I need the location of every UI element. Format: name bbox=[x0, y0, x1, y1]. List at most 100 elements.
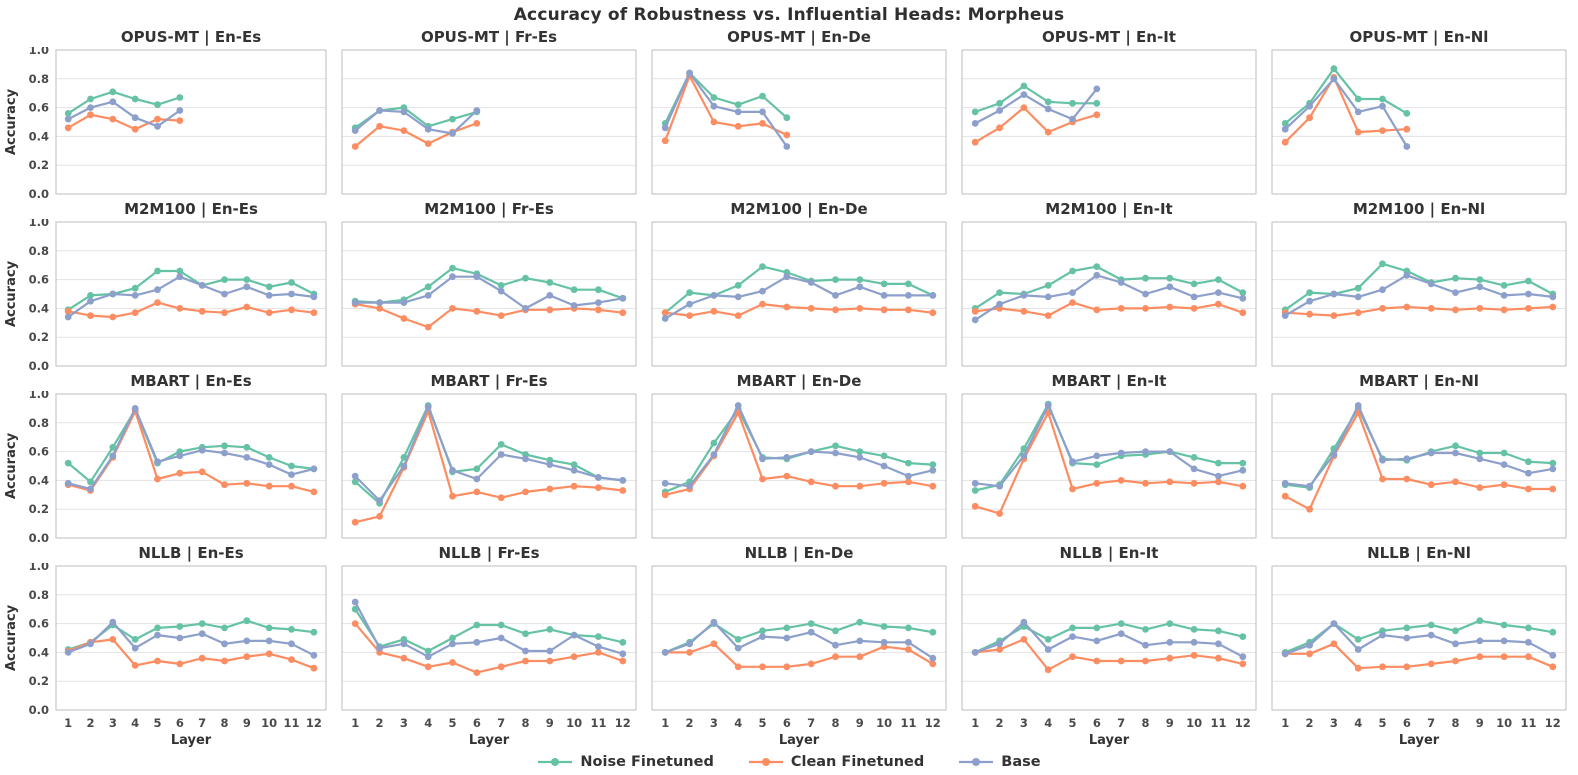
x-tick-label: 10 bbox=[1186, 716, 1202, 730]
subplot-m2m100-en-de: M2M100 | En-De bbox=[644, 199, 954, 371]
y-tick-label: 1.0 bbox=[29, 219, 49, 229]
subplot-nllb-en-de: NLLB | En-De 1 2 3 4 5 6 7 8 9 10 11 12 Layer bbox=[644, 543, 954, 749]
series-noise-finetuned bbox=[661, 618, 937, 656]
series-base bbox=[971, 402, 1247, 490]
x-tick-label: 10 bbox=[1496, 716, 1512, 730]
chart-grid: OPUS-MT | En-Es 0.0 0.2 0.4 0.6 0.8 1.0 Accurac… bbox=[4, 27, 1574, 749]
x-tick-label: 1 bbox=[971, 716, 979, 730]
legend: Noise Finetuned Clean Finetuned Base bbox=[537, 749, 1041, 775]
subplot-canvas bbox=[341, 49, 637, 195]
y-tick-label: 0.6 bbox=[29, 101, 49, 115]
y-tick-label: 0.8 bbox=[29, 588, 49, 602]
subplot-title: MBART | En-Nl bbox=[1359, 372, 1479, 390]
x-tick-label: 7 bbox=[198, 716, 206, 730]
series-base bbox=[351, 273, 627, 312]
x-tick-label: 12 bbox=[615, 716, 631, 730]
y-axis-label: Accuracy bbox=[4, 88, 19, 155]
subplot-title: OPUS-MT | En-De bbox=[727, 28, 871, 46]
subplot-mbart-en-nl: MBART | En-Nl bbox=[1264, 371, 1574, 543]
series-base bbox=[1281, 75, 1411, 150]
x-tick-label: 10 bbox=[261, 716, 277, 730]
subplot-canvas bbox=[1271, 221, 1567, 367]
subplot-canvas bbox=[1271, 393, 1567, 539]
legend-item-base: Base bbox=[958, 754, 1041, 770]
legend-label: Clean Finetuned bbox=[790, 754, 925, 770]
subplot-title: M2M100 | Fr-Es bbox=[424, 200, 554, 218]
legend-label: Base bbox=[1001, 754, 1041, 770]
subplot-canvas bbox=[341, 221, 637, 367]
subplot-canvas bbox=[651, 221, 947, 367]
y-tick-label: 0.0 bbox=[29, 531, 49, 543]
series-noise-finetuned bbox=[351, 264, 627, 306]
series-clean-finetuned bbox=[971, 409, 1247, 517]
y-tick-label: 0.8 bbox=[29, 72, 49, 86]
x-tick-label: 5 bbox=[1379, 716, 1387, 730]
series-base bbox=[971, 271, 1247, 324]
series-clean-finetuned bbox=[661, 300, 937, 319]
y-tick-label: 0.0 bbox=[29, 187, 49, 199]
subplot-canvas bbox=[961, 221, 1257, 367]
series-noise-finetuned bbox=[64, 267, 318, 314]
x-tick-label: 11 bbox=[1210, 716, 1226, 730]
subplot-title: OPUS-MT | Fr-Es bbox=[420, 28, 558, 46]
series-base bbox=[1281, 402, 1557, 490]
x-tick-label: 10 bbox=[566, 716, 582, 730]
series-base bbox=[661, 69, 791, 150]
x-tick-label: 4 bbox=[734, 716, 742, 730]
legend-marker-icon bbox=[748, 758, 783, 766]
subplot-mbart-en-it: MBART | En-It bbox=[954, 371, 1264, 543]
series-clean-finetuned bbox=[971, 299, 1247, 319]
subplot-canvas bbox=[651, 393, 947, 539]
series-noise-finetuned bbox=[1281, 65, 1411, 127]
x-tick-label: 3 bbox=[710, 716, 718, 730]
subplot-title: OPUS-MT | En-It bbox=[1042, 28, 1176, 46]
y-tick-label: 0.2 bbox=[29, 330, 49, 344]
subplot-title: OPUS-MT | En-Es bbox=[120, 28, 262, 46]
x-tick-label: 3 bbox=[1020, 716, 1028, 730]
x-tick-label: 4 bbox=[1044, 716, 1052, 730]
x-tick-label: 11 bbox=[284, 716, 300, 730]
subplot-opus-mt-en-it: OPUS-MT | En-It bbox=[954, 27, 1264, 199]
x-tick-label: 2 bbox=[996, 716, 1004, 730]
subplot-nllb-en-it: NLLB | En-It 1 2 3 4 5 6 7 8 9 10 11 12 Layer bbox=[954, 543, 1264, 749]
legend-marker-icon bbox=[959, 758, 994, 766]
subplot-canvas: 0.0 0.2 0.4 0.6 0.8 1.0 Accuracy bbox=[4, 47, 327, 199]
x-tick-label: 12 bbox=[306, 716, 322, 730]
series-noise-finetuned bbox=[1281, 260, 1557, 314]
y-tick-label: 1.0 bbox=[29, 563, 49, 573]
subplot-canvas bbox=[961, 393, 1257, 539]
y-tick-label: 0.2 bbox=[29, 674, 49, 688]
subplot-opus-mt-fr-es: OPUS-MT | Fr-Es bbox=[334, 27, 644, 199]
y-tick-label: 0.4 bbox=[29, 301, 49, 315]
subplot-opus-mt-en-de: OPUS-MT | En-De bbox=[644, 27, 954, 199]
x-tick-label: 4 bbox=[424, 716, 432, 730]
y-tick-label: 0.8 bbox=[29, 416, 49, 430]
series-base bbox=[971, 618, 1247, 661]
x-tick-label: 7 bbox=[497, 716, 505, 730]
x-tick-label: 12 bbox=[1235, 716, 1251, 730]
x-tick-label: 1 bbox=[661, 716, 669, 730]
subplot-m2m100-en-it: M2M100 | En-It bbox=[954, 199, 1264, 371]
x-tick-label: 10 bbox=[876, 716, 892, 730]
y-axis-label: Accuracy bbox=[4, 604, 19, 671]
x-tick-label: 12 bbox=[1545, 716, 1561, 730]
series-base bbox=[64, 273, 318, 321]
y-tick-label: 0.2 bbox=[29, 502, 49, 516]
x-tick-label: 8 bbox=[220, 716, 228, 730]
x-tick-label: 2 bbox=[1306, 716, 1314, 730]
series-clean-finetuned bbox=[351, 620, 627, 676]
x-axis-label: Layer bbox=[469, 733, 510, 748]
subplot-canvas bbox=[1271, 49, 1567, 195]
series-noise-finetuned bbox=[64, 88, 184, 117]
series-clean-finetuned bbox=[971, 104, 1101, 146]
y-tick-label: 0.6 bbox=[29, 445, 49, 459]
legend-item-clean-finetuned: Clean Finetuned bbox=[748, 754, 924, 770]
x-tick-label: 6 bbox=[783, 716, 791, 730]
subplot-canvas: 0.0 0.2 0.4 0.6 0.8 1.0 Accuracy bbox=[4, 219, 327, 371]
series-base bbox=[351, 598, 627, 661]
subplot-title: NLLB | En-Es bbox=[138, 544, 244, 562]
subplot-m2m100-fr-es: M2M100 | Fr-Es bbox=[334, 199, 644, 371]
